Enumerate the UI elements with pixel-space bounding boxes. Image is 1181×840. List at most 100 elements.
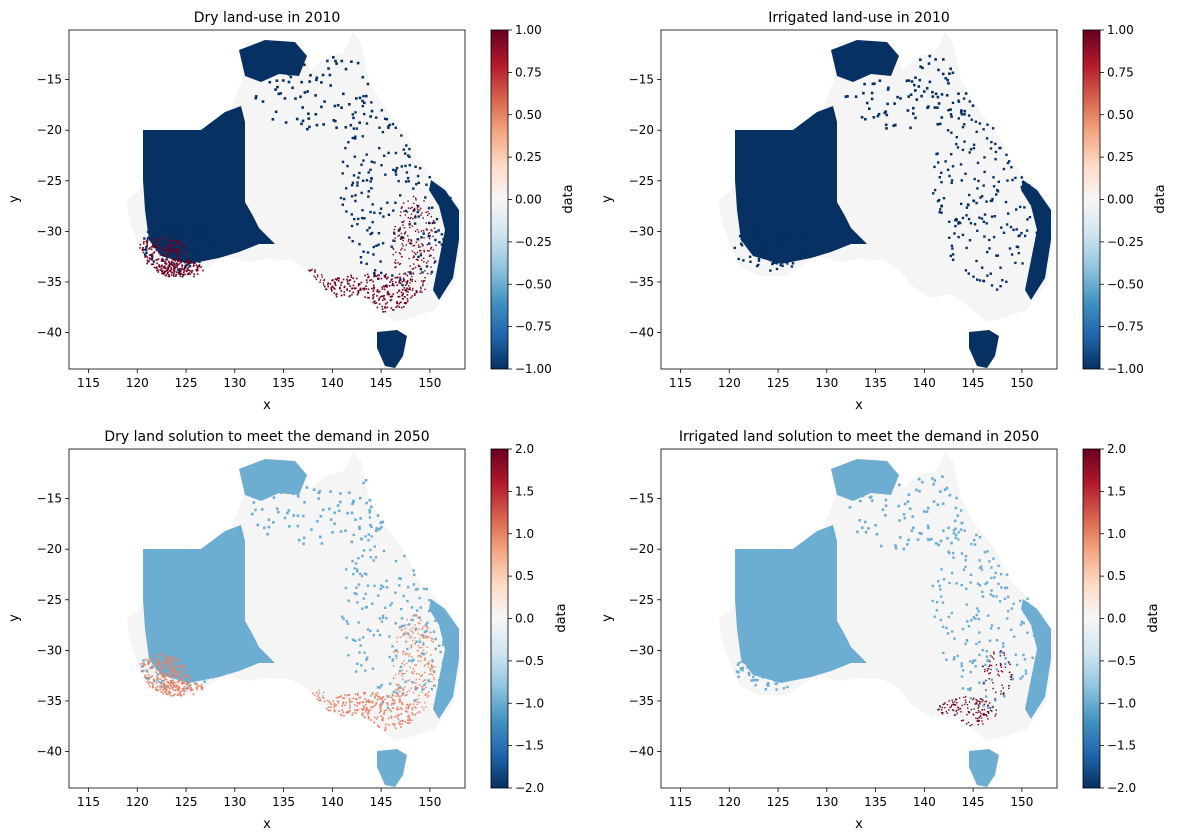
raster-pixel [752, 675, 755, 679]
raster-pixel [378, 617, 381, 620]
raster-pixel [180, 272, 182, 275]
raster-pixel [176, 674, 179, 677]
raster-pixel [365, 288, 367, 290]
raster-pixel [356, 704, 359, 707]
raster-pixel [159, 266, 161, 268]
raster-pixel [382, 549, 386, 553]
raster-pixel [378, 126, 381, 129]
raster-pixel [280, 68, 283, 72]
raster-pixel [955, 710, 957, 712]
raster-pixel [775, 682, 779, 685]
raster-pixel [361, 607, 364, 610]
raster-pixel [401, 235, 403, 238]
raster-pixel [349, 709, 351, 712]
raster-pixel [378, 299, 380, 301]
raster-pixel [740, 237, 743, 240]
raster-pixel [339, 196, 343, 200]
raster-pixel [185, 647, 188, 650]
raster-pixel [1014, 261, 1017, 265]
raster-pixel [894, 123, 897, 127]
raster-pixel [409, 217, 411, 220]
raster-pixel [423, 637, 425, 639]
raster-pixel [885, 127, 888, 130]
raster-pixel [952, 532, 956, 535]
raster-pixel [985, 581, 989, 584]
raster-pixel [421, 688, 424, 691]
raster-pixel [162, 667, 165, 669]
raster-pixel [324, 285, 326, 288]
raster-pixel [181, 664, 184, 667]
raster-pixel [176, 239, 179, 242]
raster-pixel [1037, 633, 1040, 636]
raster-pixel [997, 564, 1000, 568]
raster-pixel [927, 105, 930, 108]
raster-pixel [994, 715, 996, 717]
raster-pixel [980, 565, 983, 568]
raster-pixel [918, 489, 921, 493]
raster-pixel [404, 710, 407, 712]
raster-pixel [376, 716, 379, 718]
raster-pixel [399, 194, 402, 197]
raster-pixel [969, 670, 972, 674]
raster-pixel [954, 536, 957, 540]
raster-pixel [167, 673, 169, 675]
raster-pixel [1005, 573, 1009, 576]
raster-pixel [409, 243, 412, 245]
raster-pixel [397, 687, 400, 689]
raster-pixel [369, 556, 373, 559]
raster-pixel [978, 566, 982, 570]
raster-pixel [965, 206, 969, 209]
raster-pixel [977, 707, 979, 709]
raster-pixel [944, 160, 947, 163]
raster-pixel [350, 184, 354, 187]
raster-pixel [1009, 676, 1012, 678]
raster-pixel [764, 688, 767, 691]
raster-pixel [434, 231, 436, 233]
raster-pixel [156, 673, 159, 676]
raster-pixel [770, 649, 773, 652]
raster-pixel [401, 675, 403, 677]
raster-pixel [175, 660, 178, 662]
raster-pixel [342, 711, 345, 713]
raster-pixel [419, 637, 421, 640]
raster-pixel [1007, 595, 1010, 599]
raster-pixel [174, 693, 176, 696]
raster-pixel [382, 696, 384, 698]
raster-pixel [200, 683, 203, 686]
raster-pixel [401, 243, 403, 245]
raster-pixel [926, 506, 930, 510]
raster-pixel [367, 292, 370, 294]
raster-pixel [961, 233, 965, 237]
raster-pixel [167, 271, 169, 273]
raster-pixel [985, 137, 989, 140]
raster-pixel [432, 669, 434, 672]
raster-pixel [364, 296, 366, 298]
raster-pixel [432, 220, 435, 222]
raster-pixel [402, 632, 404, 635]
raster-pixel [359, 644, 362, 647]
raster-pixel [196, 688, 198, 691]
raster-pixel [333, 104, 337, 108]
raster-pixel [1004, 586, 1007, 590]
raster-pixel [784, 254, 788, 258]
raster-pixel [357, 557, 360, 560]
raster-pixel [396, 649, 399, 651]
raster-pixel [395, 166, 399, 170]
raster-pixel [409, 265, 411, 267]
raster-pixel [321, 274, 323, 276]
raster-pixel [399, 577, 402, 580]
raster-pixel [434, 648, 437, 651]
raster-pixel [978, 640, 981, 644]
raster-pixel [422, 634, 425, 638]
raster-pixel [961, 216, 965, 220]
raster-pixel [185, 264, 188, 267]
raster-pixel [378, 527, 382, 531]
raster-pixel [433, 678, 436, 681]
raster-pixel [397, 276, 399, 278]
raster-pixel [774, 235, 777, 238]
raster-pixel [199, 238, 202, 242]
raster-pixel [410, 239, 412, 242]
raster-pixel [303, 63, 306, 67]
raster-pixel [187, 269, 190, 271]
raster-pixel [917, 85, 921, 88]
